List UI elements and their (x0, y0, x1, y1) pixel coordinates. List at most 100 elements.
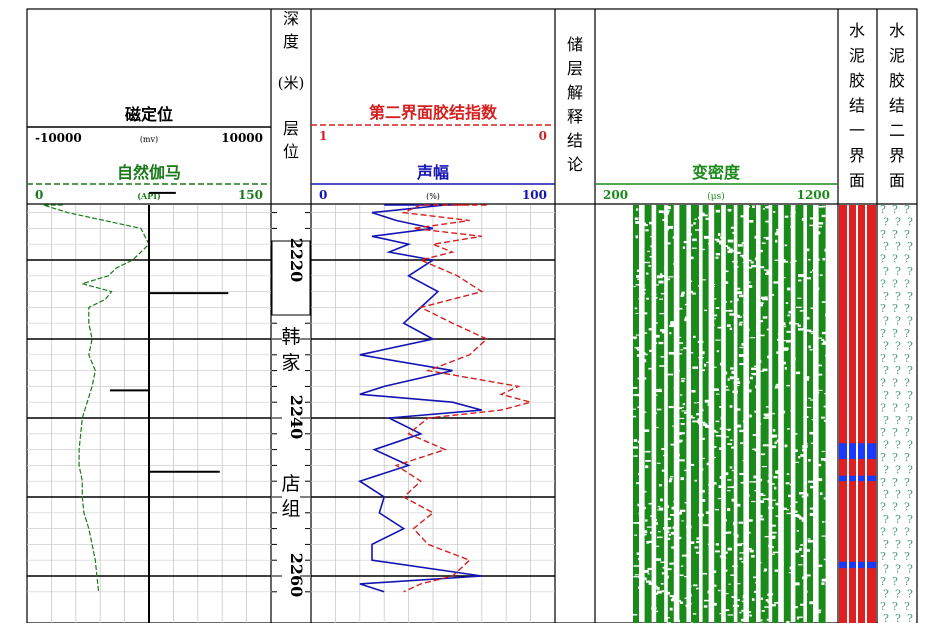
vdl-stripe (691, 205, 699, 623)
vdl-speck (801, 518, 806, 522)
track-frames (26, 8, 918, 623)
vdl-speck (693, 335, 696, 338)
vdl-speck (727, 443, 732, 445)
vdl-speck (826, 342, 829, 344)
vdl-speck (642, 411, 647, 413)
vdl-speck (830, 439, 835, 443)
vdl-speck (733, 604, 740, 608)
vdl-speck (772, 483, 775, 485)
interp-header-char-6: 论 (567, 155, 583, 174)
vdl-speck (809, 217, 813, 220)
interp-header: 储 层 解 释 结 论 (567, 35, 583, 174)
vdl-speck (639, 236, 644, 240)
vdl-speck (698, 265, 702, 267)
vdl-speck (827, 207, 831, 210)
cement2-unknown-mark: ? (907, 439, 913, 452)
vdl-min-label: 200 (603, 188, 628, 202)
vdl-speck (763, 413, 767, 416)
vdl-speck (823, 420, 827, 422)
vdl-speck (798, 279, 802, 282)
vdl-speck (790, 505, 793, 508)
vdl-speck (813, 391, 820, 394)
vdl-stripe (714, 205, 722, 623)
vdl-speck (813, 334, 818, 337)
vdl-speck (660, 356, 665, 358)
vdl-speck (733, 329, 738, 332)
vdl-speck (779, 410, 786, 414)
vdl-speck (684, 597, 688, 599)
vdl-speck (676, 407, 683, 410)
vdl-speck (830, 383, 837, 386)
vdl-speck (648, 328, 654, 331)
vdl-speck (828, 293, 835, 296)
vdl-speck (727, 378, 730, 381)
vdl-speck (823, 340, 827, 343)
vdl-speck (809, 399, 814, 401)
vdl-speck (714, 584, 717, 587)
vdl-speck (680, 378, 686, 380)
vdl-speck (754, 489, 760, 492)
vdl-speck (822, 257, 826, 261)
vdl-speck (678, 536, 682, 540)
vdl-speck (727, 508, 731, 512)
vdl-speck (736, 543, 743, 547)
vdl-speck (767, 600, 771, 604)
vdl-speck (670, 322, 676, 326)
vdl-speck (658, 507, 664, 511)
vdl-speck (687, 449, 690, 453)
vdl-speck (719, 242, 724, 245)
vdl-speck (727, 479, 732, 481)
vdl-speck (727, 246, 731, 250)
vdl-speck (830, 596, 835, 599)
curve-layer (43, 191, 534, 623)
gr-title: 自然伽马 (117, 163, 181, 182)
vdl-speck (793, 514, 800, 518)
vdl-speck (774, 259, 781, 261)
vdl-speck (686, 602, 692, 605)
vdl-speck (699, 248, 705, 251)
vdl-speck (698, 585, 703, 589)
cement2-unknown-mark: ? (907, 488, 913, 501)
vdl-speck (673, 414, 680, 417)
vdl-speck (712, 298, 717, 300)
vdl-speck (686, 525, 692, 529)
vdl-speck (804, 316, 810, 320)
vdl-speck (672, 236, 678, 239)
vdl-speck (764, 568, 767, 572)
vdl-speck (829, 380, 835, 382)
vdl-speck (673, 501, 677, 503)
vdl-speck (825, 562, 828, 565)
cement2-unknown-mark: ? (892, 550, 898, 563)
vdl-speck (715, 209, 721, 213)
cement2-unknown-mark: ? (907, 240, 913, 253)
vdl-speck (666, 530, 670, 534)
vdl-speck (680, 565, 684, 567)
vdl-speck (694, 546, 699, 549)
vdl-speck (636, 354, 643, 357)
vdl-speck (829, 459, 834, 462)
vdl-speck (645, 519, 648, 522)
cement2-unknown-mark: ? (904, 203, 910, 216)
vdl-speck (775, 385, 779, 389)
cement1-header: 水 泥 胶 结 一 界 面 (849, 21, 865, 190)
vdl-speck (698, 216, 701, 219)
cement2-header-char-1: 水 (889, 21, 905, 40)
vdl-speck (808, 459, 811, 462)
vdl-speck (827, 616, 831, 618)
vdl-speck (722, 385, 729, 388)
vdl-speck (733, 266, 739, 268)
vdl-speck (696, 537, 702, 540)
vdl-speck (685, 318, 692, 320)
vdl-speck (667, 517, 671, 521)
vdl-speck (764, 296, 768, 300)
cement2-unknown-mark: ? (904, 550, 910, 563)
vdl-speck (653, 610, 659, 613)
vdl-speck (821, 416, 825, 419)
vdl-speck (717, 497, 723, 500)
vdl-speck (746, 441, 749, 444)
vdl-speck (772, 429, 776, 432)
vdl-speck (720, 236, 726, 239)
cement2-unknown-mark: ? (895, 612, 901, 623)
vdl-speck (733, 522, 738, 525)
vdl-speck (746, 398, 749, 401)
